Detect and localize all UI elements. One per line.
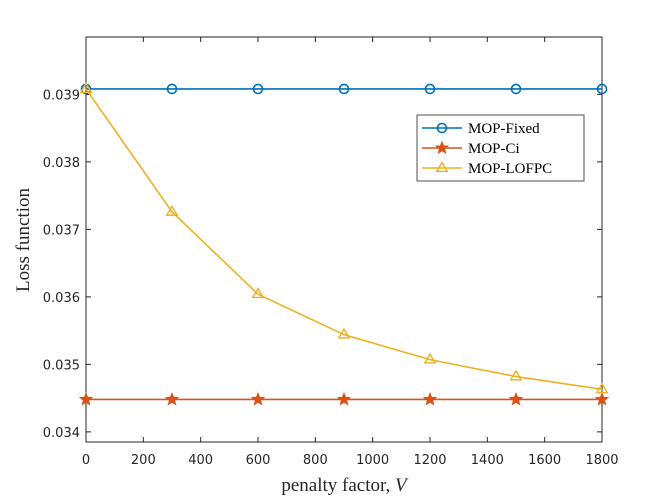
y-tick-label: 0.034 (43, 426, 80, 441)
x-tick-label: 1000 (356, 453, 389, 468)
data-point-mop-ci (336, 391, 352, 406)
data-point-mop-lofpc (165, 204, 179, 216)
x-axis-title-variable: V (395, 475, 409, 496)
data-point-mop-ci (508, 391, 524, 406)
legend: MOP-Fixed MOP-Ci MOP-LOFPC (416, 114, 585, 182)
y-tick-label: 0.038 (43, 156, 80, 171)
legend-label-mop-ci: MOP-Ci (468, 141, 520, 157)
legend-label-mop-fixed: MOP-Fixed (468, 121, 540, 137)
plot-area (85, 36, 603, 443)
y-tick-label: 0.035 (43, 358, 80, 373)
data-point-mop-lofpc (337, 327, 351, 339)
data-point-mop-fixed (510, 83, 522, 95)
data-point-mop-fixed (596, 83, 608, 95)
data-point-mop-fixed (338, 83, 350, 95)
legend-label-mop-lofpc: MOP-LOFPC (468, 161, 552, 177)
y-tick-label: 0.036 (43, 291, 80, 306)
x-axis-title-text: penalty factor, (281, 475, 395, 496)
data-point-mop-ci (78, 391, 94, 406)
x-tick-label: 600 (246, 453, 271, 468)
data-point-mop-fixed (166, 83, 178, 95)
data-point-mop-lofpc (79, 82, 93, 93)
x-tick-label: 1800 (585, 453, 618, 468)
x-tick-label: 1600 (528, 453, 561, 468)
data-point-mop-ci (164, 391, 180, 406)
data-point-mop-lofpc (509, 369, 523, 381)
series-group (78, 82, 610, 406)
y-tick-label: 0.039 (43, 88, 80, 103)
x-tick-label: 1400 (471, 453, 504, 468)
data-point-mop-lofpc (423, 352, 437, 364)
x-tick-label: 400 (188, 453, 213, 468)
series-line-mop-lofpc (85, 88, 603, 391)
y-axis-title: Loss function (13, 188, 34, 292)
legend-marker-mop-lofpc (435, 161, 449, 173)
data-point-mop-ci (422, 391, 438, 406)
legend-marker-mop-fixed (436, 122, 448, 134)
axis-ticks: 0 200 400 600 800 1000 1200 1400 1600 1800 0.034 0.… (43, 37, 619, 468)
legend-marker-mop-ci (434, 140, 450, 155)
data-point-mop-ci (594, 391, 610, 406)
data-point-mop-fixed (424, 83, 436, 95)
x-tick-label: 1200 (413, 453, 446, 468)
x-tick-label: 200 (131, 453, 156, 468)
data-point-mop-ci (250, 391, 266, 406)
x-tick-label: 800 (303, 453, 328, 468)
x-axis-title: penalty factor, V (281, 475, 409, 496)
data-point-mop-lofpc (595, 382, 609, 394)
data-point-mop-fixed (252, 83, 264, 95)
x-tick-label: 0 (82, 453, 90, 468)
data-point-mop-lofpc (251, 287, 265, 299)
y-tick-label: 0.037 (43, 223, 80, 238)
